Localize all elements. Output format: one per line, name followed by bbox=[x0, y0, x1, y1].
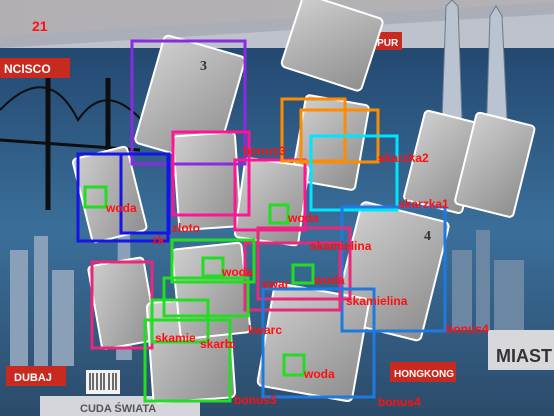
box-pink-2 bbox=[256, 226, 352, 301]
box-purple-1 bbox=[130, 39, 247, 166]
city-banner-dubai bbox=[6, 366, 66, 386]
label-kwarc: kwarc bbox=[248, 323, 282, 337]
card-number-1: 3 bbox=[200, 59, 207, 74]
label-skarb: skarb bbox=[200, 337, 232, 351]
city-caption-dubai: DUBAJ bbox=[14, 372, 52, 384]
miasta-panel bbox=[488, 330, 554, 370]
wonders-caption: CUDA ŚWIATA bbox=[80, 402, 156, 415]
box-green-2 bbox=[170, 238, 256, 284]
barcode bbox=[86, 370, 120, 394]
box-azure-1 bbox=[340, 205, 447, 333]
label-skarzka2: skarzka2 bbox=[378, 151, 429, 165]
label-zloto: zloto bbox=[172, 221, 200, 235]
card-7 bbox=[454, 111, 536, 218]
miasta-caption: MIAST bbox=[496, 346, 552, 366]
label-zk: zk bbox=[152, 233, 165, 247]
label-skamielina-2: skamielina bbox=[346, 294, 408, 308]
label-skarzka1: skarzka1 bbox=[398, 197, 449, 211]
box-green-1 bbox=[83, 185, 108, 209]
label-skamielina-1: skamielina bbox=[310, 239, 372, 253]
city-caption-hongkong: HONGKONG bbox=[394, 369, 454, 380]
label-bonus3-2: bonus3 bbox=[234, 393, 277, 407]
card-2 bbox=[280, 0, 384, 92]
city-skyline-right bbox=[452, 230, 524, 330]
city-banner-hongkong bbox=[390, 362, 456, 382]
label-skamie: skamie bbox=[155, 331, 196, 345]
label-woda-5: woda bbox=[303, 367, 335, 381]
box-green-9 bbox=[282, 353, 306, 377]
label-bonus4-1: bonus4 bbox=[446, 322, 489, 336]
frame-counter: 21 bbox=[32, 18, 48, 34]
box-green-6 bbox=[143, 318, 232, 403]
detection-boxes bbox=[76, 39, 447, 403]
city-banner-sf bbox=[0, 58, 70, 78]
detection-labels: woda bonus3 skarzka2 skarzka1 zloto zk w… bbox=[105, 144, 489, 409]
card-number-2: 4 bbox=[424, 229, 431, 244]
label-woda-4: woda bbox=[313, 273, 345, 287]
box-green-8 bbox=[291, 263, 315, 285]
city-caption-sf: NCISCO bbox=[4, 62, 51, 76]
label-woda-2: woda bbox=[221, 265, 253, 279]
box-green-7 bbox=[268, 203, 290, 225]
label-swar: swar bbox=[262, 277, 290, 291]
box-green-4 bbox=[162, 276, 250, 318]
box-green-3 bbox=[201, 256, 225, 278]
box-azure-2 bbox=[261, 287, 376, 399]
card-13 bbox=[234, 157, 310, 247]
box-magenta-1 bbox=[171, 130, 251, 217]
box-blue-2 bbox=[119, 152, 171, 235]
label-bonus4-2: bonus4 bbox=[378, 395, 421, 409]
label-rrc: rrc bbox=[220, 337, 236, 351]
box-magenta-2 bbox=[233, 158, 307, 232]
card-4 bbox=[172, 131, 243, 231]
label-bonus3-1: bonus3 bbox=[243, 144, 286, 158]
label-woda-3: woda bbox=[287, 211, 319, 225]
label-woda-1: woda bbox=[105, 201, 137, 215]
box-cyan-1 bbox=[309, 134, 399, 212]
